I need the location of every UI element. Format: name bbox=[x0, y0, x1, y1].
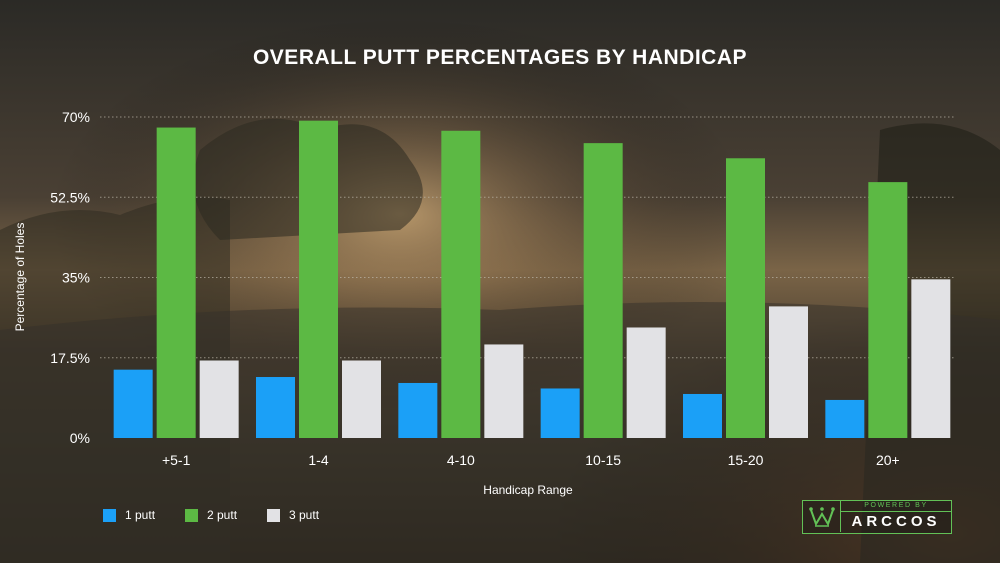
bar-2-putt-3 bbox=[583, 143, 623, 439]
bar-2-putt-0 bbox=[156, 127, 196, 438]
x-tick-label: +5-1 bbox=[162, 452, 191, 468]
bar-2-putt-2 bbox=[441, 130, 481, 438]
legend-item-1-putt: 1 putt bbox=[103, 508, 185, 522]
legend-label-1-putt: 1 putt bbox=[125, 508, 156, 522]
x-tick-label: 20+ bbox=[876, 452, 900, 468]
logo-wordmark: ARCCOS bbox=[851, 513, 941, 530]
crown-w-icon bbox=[803, 501, 841, 532]
bar-3-putt-0 bbox=[199, 360, 239, 438]
bar-1-putt-5 bbox=[825, 399, 865, 438]
bars bbox=[113, 120, 951, 439]
y-tick-label: 52.5% bbox=[50, 189, 90, 205]
arccos-logo: POWERED BY ARCCOS bbox=[802, 500, 952, 534]
legend-item-2-putt: 2 putt bbox=[185, 508, 267, 522]
grid-lines bbox=[100, 116, 954, 359]
bar-3-putt-5 bbox=[911, 279, 951, 438]
bar-1-putt-1 bbox=[256, 377, 295, 438]
bar-3-putt-4 bbox=[769, 306, 808, 438]
x-tick-label: 4-10 bbox=[447, 452, 475, 468]
y-tick-labels: 0% 17.5% 35% 52.5% 70% bbox=[50, 109, 90, 446]
y-tick-label: 0% bbox=[70, 430, 90, 446]
chart-title: OVERALL PUTT PERCENTAGES BY HANDICAP bbox=[252, 46, 748, 69]
bar-2-putt-5 bbox=[868, 182, 908, 438]
legend-swatch-1-putt bbox=[103, 508, 116, 522]
bar-3-putt-3 bbox=[626, 327, 666, 438]
y-tick-label: 17.5% bbox=[50, 350, 90, 366]
x-tick-label: 1-4 bbox=[308, 452, 328, 468]
bar-1-putt-3 bbox=[540, 388, 580, 438]
logo-powered-by: POWERED BY bbox=[841, 501, 951, 512]
y-tick-label: 35% bbox=[62, 270, 90, 286]
logo-text: POWERED BY ARCCOS bbox=[841, 501, 951, 533]
legend-swatch-2-putt bbox=[185, 508, 198, 522]
bar-3-putt-1 bbox=[342, 360, 381, 438]
y-tick-label: 70% bbox=[62, 109, 90, 125]
legend-label-3-putt: 3 putt bbox=[289, 508, 320, 522]
x-tick-label: 15-20 bbox=[728, 452, 764, 468]
x-tick-labels: +5-1 1-4 4-10 10-15 15-20 20+ bbox=[162, 452, 900, 468]
bar-2-putt-1 bbox=[299, 120, 338, 438]
y-axis-label: Percentage of Holes bbox=[13, 222, 27, 332]
bar-1-putt-2 bbox=[398, 382, 438, 438]
legend-label-2-putt: 2 putt bbox=[207, 508, 238, 522]
legend-swatch-3-putt bbox=[267, 508, 280, 522]
bar-2-putt-4 bbox=[726, 158, 765, 438]
bar-1-putt-4 bbox=[683, 393, 722, 438]
x-axis-label: Handicap Range bbox=[483, 483, 573, 497]
legend-item-3-putt: 3 putt bbox=[267, 508, 349, 522]
x-tick-label: 10-15 bbox=[585, 452, 621, 468]
bar-3-putt-2 bbox=[484, 344, 524, 438]
legend: 1 putt 2 putt 3 putt bbox=[103, 508, 349, 522]
bar-1-putt-0 bbox=[113, 369, 153, 438]
